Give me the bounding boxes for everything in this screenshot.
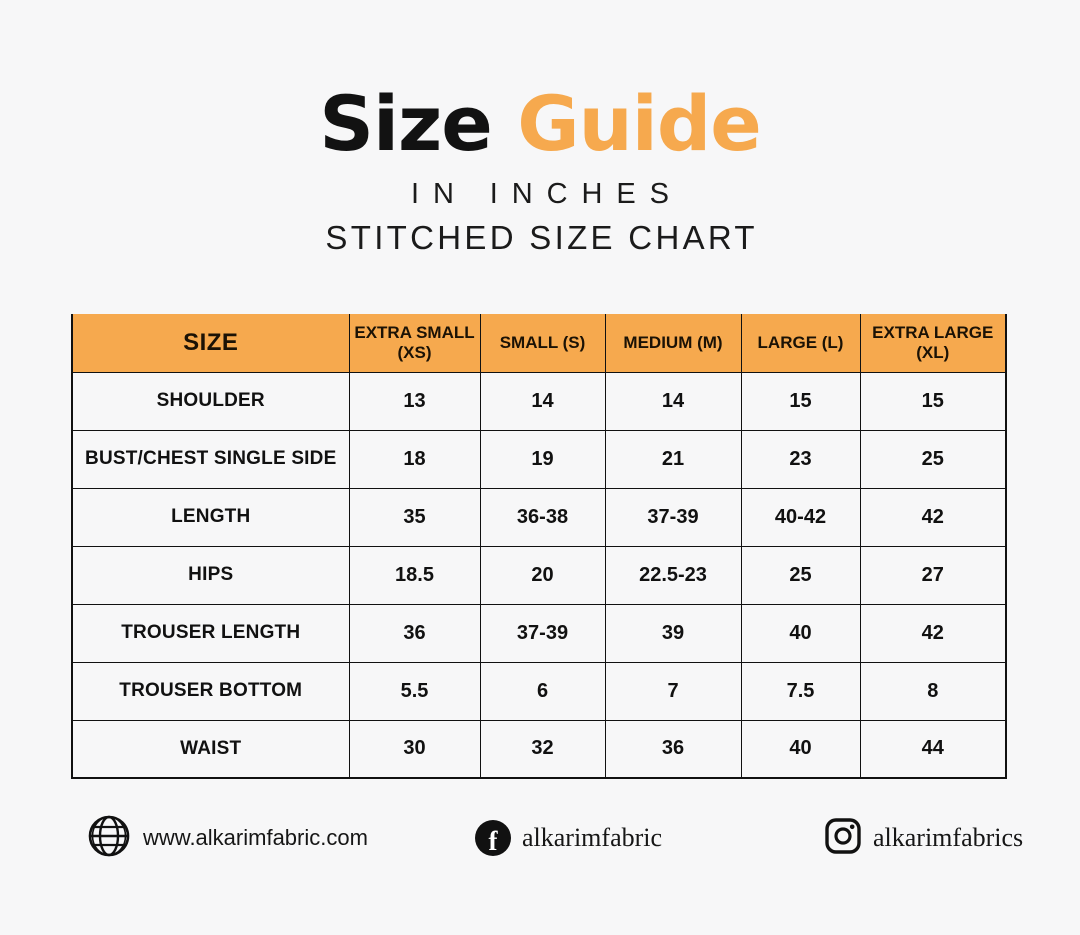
row-label: TROUSER LENGTH: [71, 603, 350, 663]
row-label: LENGTH: [71, 487, 350, 547]
instagram-icon: [824, 817, 862, 860]
title-word-size: Size: [319, 79, 493, 168]
measure-cell: 25: [859, 429, 1007, 489]
page-title: Size Guide: [0, 86, 1080, 162]
measure-cell: 15: [859, 371, 1007, 431]
measure-cell: 5.5: [348, 661, 481, 721]
row-label: SHOULDER: [71, 371, 350, 431]
measure-cell: 36-38: [479, 487, 606, 547]
measure-cell: 23: [740, 429, 861, 489]
facebook-icon: f: [475, 820, 511, 856]
row-label: WAIST: [71, 719, 350, 779]
table-row-length: LENGTH 35 36-38 37-39 40-42 42: [71, 487, 1007, 547]
measure-cell: 7.5: [740, 661, 861, 721]
table-row-trouser-bottom: TROUSER BOTTOM 5.5 6 7 7.5 8: [71, 661, 1007, 721]
measure-cell: 40-42: [740, 487, 861, 547]
measure-cell: 36: [348, 603, 481, 663]
size-table: SIZE EXTRA SMALL (XS) SMALL (S) MEDIUM (…: [71, 314, 1007, 779]
website-link[interactable]: www.alkarimfabric.com: [86, 814, 368, 862]
table-row-waist: WAIST 30 32 36 40 44: [71, 719, 1007, 779]
measure-cell: 13: [348, 371, 481, 431]
subtitle-in-inches: IN INCHES: [410, 178, 683, 210]
measure-cell: 18: [348, 429, 481, 489]
table-row-bust-chest: BUST/CHEST SINGLE SIDE 18 19 21 23 25: [71, 429, 1007, 489]
subtitle-stitched-size-chart: STITCHED SIZE CHART: [325, 219, 758, 256]
table-row-trouser-length: TROUSER LENGTH 36 37-39 39 40 42: [71, 603, 1007, 663]
column-header-extra-large: EXTRA LARGE (XL): [859, 314, 1007, 373]
instagram-handle: alkarimfabrics: [873, 823, 1024, 852]
measure-cell: 8: [859, 661, 1007, 721]
column-header-extra-small: EXTRA SMALL (XS): [348, 314, 481, 373]
measure-cell: 40: [740, 603, 861, 663]
measure-cell: 25: [740, 545, 861, 605]
column-header-medium: MEDIUM (M): [604, 314, 742, 373]
measure-cell: 42: [859, 603, 1007, 663]
measure-cell: 40: [740, 719, 861, 779]
measure-cell: 22.5-23: [604, 545, 742, 605]
measure-cell: 6: [479, 661, 606, 721]
facebook-handle: alkarimfabric: [522, 823, 663, 852]
row-label: TROUSER BOTTOM: [71, 661, 350, 721]
measure-cell: 32: [479, 719, 606, 779]
table-row-shoulder: SHOULDER 13 14 14 15 15: [71, 371, 1007, 431]
row-label: BUST/CHEST SINGLE SIDE: [71, 429, 350, 489]
measure-cell: 18.5: [348, 545, 481, 605]
measure-cell: 35: [348, 487, 481, 547]
column-header-large: LARGE (L): [740, 314, 861, 373]
measure-cell: 30: [348, 719, 481, 779]
title-word-guide: Guide: [517, 79, 761, 168]
measure-cell: 20: [479, 545, 606, 605]
measure-cell: 44: [859, 719, 1007, 779]
measure-cell: 19: [479, 429, 606, 489]
table-header-row: SIZE EXTRA SMALL (XS) SMALL (S) MEDIUM (…: [71, 314, 1007, 373]
size-table-container: SIZE EXTRA SMALL (XS) SMALL (S) MEDIUM (…: [71, 314, 1007, 779]
header: Size Guide IN INCHES STITCHED SIZE CHART: [0, 0, 1080, 257]
measure-cell: 14: [479, 371, 606, 431]
measure-cell: 14: [604, 371, 742, 431]
instagram-link[interactable]: alkarimfabrics: [824, 814, 1023, 862]
measure-cell: 39: [604, 603, 742, 663]
measure-cell: 21: [604, 429, 742, 489]
measure-cell: 36: [604, 719, 742, 779]
measure-cell: 37-39: [604, 487, 742, 547]
website-url: www.alkarimfabric.com: [143, 825, 368, 850]
measure-cell: 7: [604, 661, 742, 721]
facebook-link[interactable]: f alkarimfabric: [475, 814, 662, 862]
column-header-size: SIZE: [71, 314, 350, 373]
measure-cell: 37-39: [479, 603, 606, 663]
measure-cell: 15: [740, 371, 861, 431]
column-header-small: SMALL (S): [479, 314, 606, 373]
table-row-hips: HIPS 18.5 20 22.5-23 25 27: [71, 545, 1007, 605]
row-label: HIPS: [71, 545, 350, 605]
measure-cell: 42: [859, 487, 1007, 547]
globe-icon: [86, 813, 132, 864]
measure-cell: 27: [859, 545, 1007, 605]
